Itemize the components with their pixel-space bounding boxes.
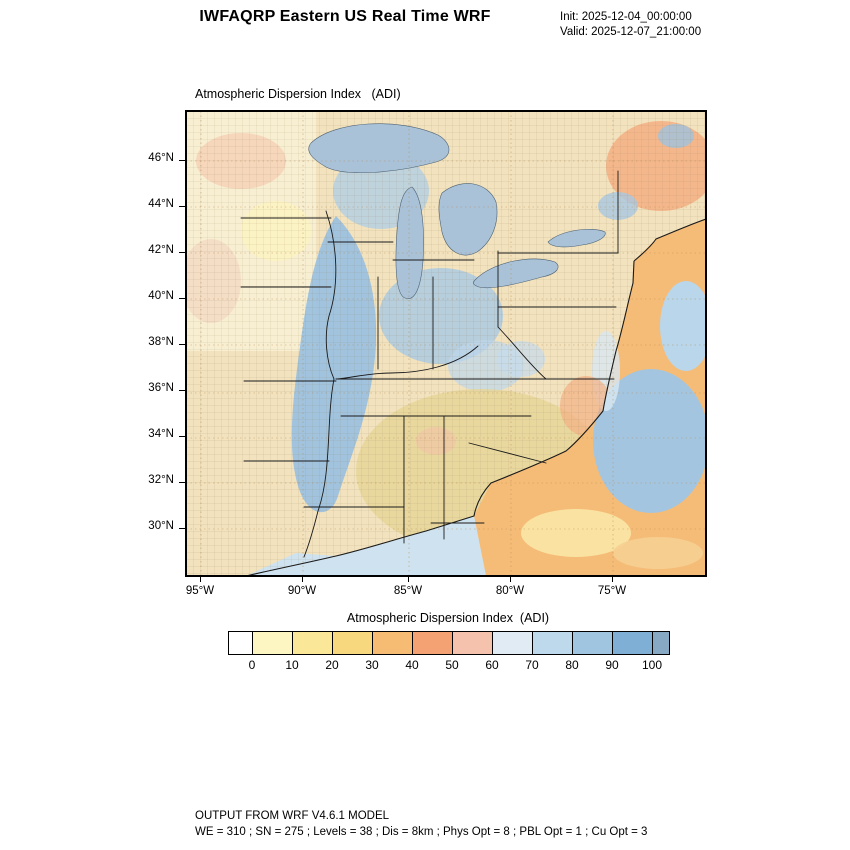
great-lakes	[308, 123, 606, 299]
colorbar-tick-label: 40	[405, 658, 419, 672]
lat-tick-label: 34°N	[148, 428, 174, 440]
footer: OUTPUT FROM WRF V4.6.1 MODEL WE = 310 ; …	[195, 808, 647, 840]
lat-tick	[179, 482, 185, 483]
init-timestamp: Init: 2025-12-04_00:00:00	[560, 11, 692, 23]
lon-tick	[200, 576, 201, 582]
lat-tick	[179, 344, 185, 345]
colorbar-tick-label: 50	[445, 658, 459, 672]
lat-tick-label: 30°N	[148, 520, 174, 532]
lake-erie	[473, 258, 559, 289]
colorbar-tick-label: 100	[641, 658, 663, 672]
colorbar-cell	[293, 632, 333, 654]
colorbar-tick-label: 20	[325, 658, 339, 672]
lat-tick-label: 42°N	[148, 244, 174, 256]
colorbar-cell	[333, 632, 373, 654]
lat-tick	[179, 252, 185, 253]
colorbar-tick-label: 30	[365, 658, 379, 672]
lake-ontario	[547, 229, 606, 248]
map-frame-border	[186, 111, 706, 576]
colorbar-cell	[573, 632, 613, 654]
lat-tick	[179, 436, 185, 437]
colorbar-cell	[229, 632, 253, 654]
colorbar-tick-label: 10	[285, 658, 299, 672]
colorbar-title: Atmospheric Dispersion Index (ADI)	[346, 611, 550, 625]
lon-tick-label: 90°W	[287, 585, 317, 597]
colorbar-cell	[253, 632, 293, 654]
colorbar-tick-label: 60	[485, 658, 499, 672]
lake-michigan	[395, 186, 424, 299]
page-title: IWFAQRP Eastern US Real Time WRF	[199, 8, 491, 25]
colorbar-tick-labels: 0 10 20 30 40 50 60 70 80 90 100	[228, 658, 668, 674]
lat-tick-label: 44°N	[148, 198, 174, 210]
lon-axis: 95°W 90°W 85°W 80°W 75°W	[185, 576, 707, 606]
colorbar-tick-label: 70	[525, 658, 539, 672]
colorbar-cell	[653, 632, 669, 654]
colorbar-cell	[533, 632, 573, 654]
colorbar-tick-label: 90	[605, 658, 619, 672]
footer-config-line: WE = 310 ; SN = 275 ; Levels = 38 ; Dis …	[195, 826, 648, 839]
colorbar	[228, 631, 670, 655]
lake-huron	[438, 183, 498, 256]
lon-tick	[408, 576, 409, 582]
lon-tick-label: 75°W	[597, 585, 627, 597]
lon-tick-label: 95°W	[185, 585, 215, 597]
map-frame	[185, 110, 707, 577]
lat-tick	[179, 160, 185, 161]
lat-tick	[179, 390, 185, 391]
lat-tick-label: 46°N	[148, 152, 174, 164]
lon-tick	[510, 576, 511, 582]
lon-tick-label: 85°W	[393, 585, 423, 597]
colorbar-cell	[613, 632, 653, 654]
lat-axis: 46°N 44°N 42°N 40°N 38°N 36°N 34°N 32°N 30°N	[130, 110, 185, 576]
map-title: Atmospheric Dispersion Index (ADI)	[195, 87, 401, 101]
coastline	[245, 218, 706, 576]
lat-tick	[179, 206, 185, 207]
colorbar-tick-label: 80	[565, 658, 579, 672]
lon-tick	[302, 576, 303, 582]
lat-tick-label: 36°N	[148, 382, 174, 394]
valid-timestamp: Valid: 2025-12-07_21:00:00	[560, 25, 702, 38]
colorbar-tick-label: 0	[248, 658, 256, 672]
lat-tick-label: 32°N	[148, 474, 174, 486]
lat-tick-label: 40°N	[148, 290, 174, 302]
lon-tick-label: 80°W	[495, 585, 525, 597]
adi-contour-map	[186, 111, 706, 576]
lake-superior	[308, 123, 450, 173]
lat-tick	[179, 528, 185, 529]
colorbar-cell	[493, 632, 533, 654]
state-borders	[240, 170, 619, 558]
colorbar-cell	[453, 632, 493, 654]
colorbar-cell	[413, 632, 453, 654]
lat-tick	[179, 298, 185, 299]
footer-model-line: OUTPUT FROM WRF V4.6.1 MODEL	[195, 810, 390, 822]
colorbar-cell	[373, 632, 413, 654]
lat-tick-label: 38°N	[148, 336, 174, 348]
run-timestamps: Init: 2025-12-04_00:00:00 Valid: 2025-12…	[560, 10, 701, 40]
lon-tick	[612, 576, 613, 582]
